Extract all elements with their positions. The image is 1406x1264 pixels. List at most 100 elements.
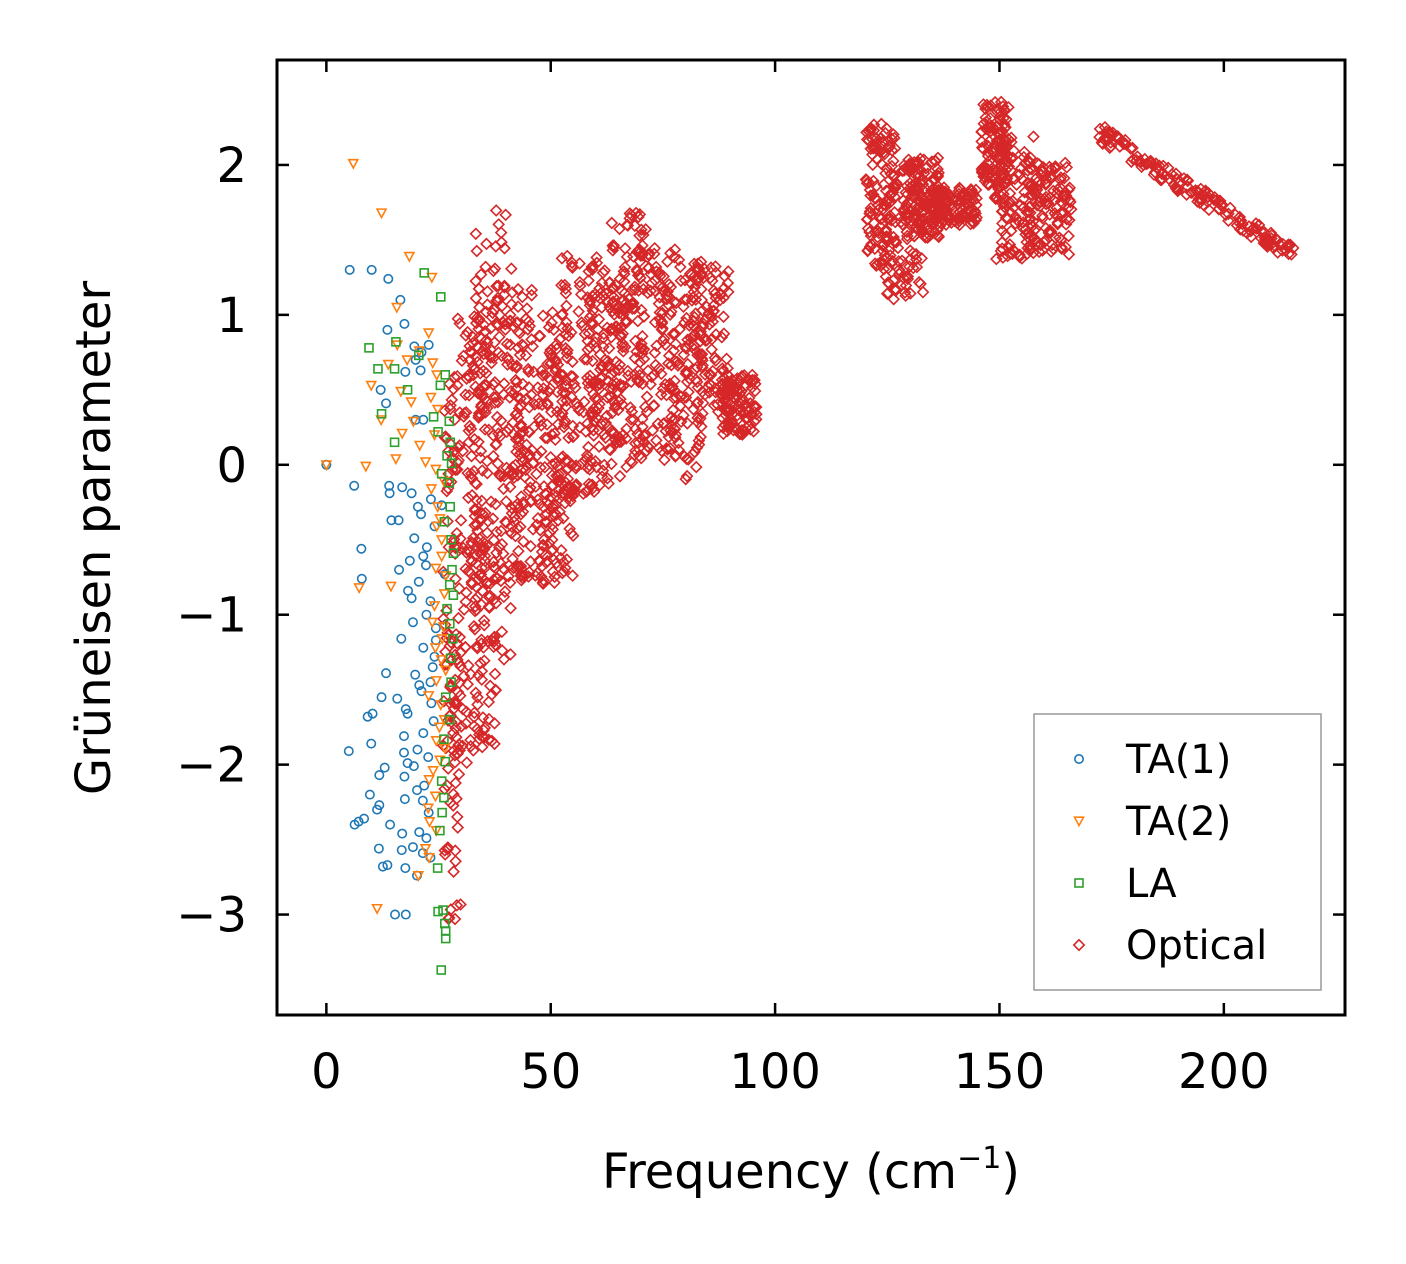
data-point: [951, 212, 965, 226]
data-point: [721, 276, 735, 290]
data-point: [353, 583, 365, 595]
data-point: [454, 532, 467, 546]
data-point: [465, 575, 478, 589]
data-point: [628, 351, 642, 365]
data-point: [401, 355, 413, 367]
data-point: [657, 332, 671, 345]
data-point: [475, 673, 489, 686]
data-point: [423, 752, 434, 763]
data-point: [480, 526, 494, 540]
data-point: [421, 542, 432, 553]
data-point: [476, 730, 490, 744]
data-point: [690, 441, 704, 455]
data-point: [945, 192, 959, 206]
data-point: [661, 285, 674, 298]
data-point: [394, 564, 405, 575]
data-point: [396, 428, 409, 440]
data-point: [1013, 248, 1026, 262]
data-point: [494, 524, 508, 538]
data-point: [1233, 223, 1247, 236]
data-point: [415, 365, 426, 376]
data-point: [1165, 168, 1179, 181]
data-point: [452, 738, 466, 751]
data-point: [556, 321, 569, 334]
data-point: [988, 191, 1002, 205]
y-tick-label: 1: [216, 288, 247, 344]
data-point: [887, 128, 900, 141]
data-point: [1249, 217, 1263, 230]
data-point: [444, 477, 455, 488]
data-point: [545, 518, 559, 532]
data-point: [659, 338, 672, 351]
data-point: [495, 644, 509, 657]
data-point: [511, 316, 524, 329]
data-point: [487, 555, 500, 569]
data-point: [899, 270, 913, 283]
data-point: [469, 557, 483, 570]
data-point: [450, 526, 464, 540]
data-point: [491, 319, 505, 332]
data-point: [453, 676, 466, 690]
data-point: [405, 397, 418, 409]
data-point: [494, 414, 508, 427]
data-point: [382, 860, 393, 871]
data-point: [383, 273, 394, 284]
data-point: [903, 253, 917, 267]
data-point: [694, 430, 708, 444]
data-point: [664, 246, 677, 260]
data-point: [419, 268, 429, 278]
data-point: [488, 262, 502, 275]
data-point: [407, 416, 420, 428]
data-point: [540, 418, 554, 431]
data-point: [1004, 131, 1018, 145]
data-point: [569, 478, 583, 492]
data-point: [680, 469, 694, 483]
data-point: [602, 341, 616, 355]
data-point: [458, 406, 471, 420]
data-point: [400, 366, 411, 377]
plot-frame: [275, 58, 1347, 1017]
data-point: [624, 413, 638, 426]
data-point: [436, 634, 448, 645]
data-point: [864, 201, 878, 215]
data-point: [544, 356, 558, 370]
data-point: [554, 368, 568, 382]
data-point: [537, 533, 551, 547]
data-point: [498, 288, 511, 301]
data-point: [536, 388, 550, 402]
data-point: [476, 388, 489, 401]
data-point: [1009, 217, 1022, 230]
data-point: [919, 161, 933, 175]
data-point: [438, 844, 452, 857]
data-point: [510, 390, 524, 404]
data-point: [931, 229, 945, 243]
data-point: [615, 398, 629, 411]
data-point: [544, 405, 558, 419]
data-point: [708, 351, 722, 365]
data-point: [668, 431, 682, 444]
data-point: [469, 549, 482, 563]
data-point: [535, 545, 549, 559]
data-point: [878, 198, 892, 212]
data-point: [1051, 183, 1065, 196]
data-point: [1197, 199, 1211, 212]
data-point: [476, 584, 489, 598]
data-point: [632, 210, 645, 224]
data-point: [931, 170, 945, 184]
data-point: [995, 224, 1009, 238]
data-point: [1010, 178, 1023, 191]
data-point: [1233, 213, 1247, 227]
data-point: [1021, 164, 1035, 177]
data-point: [534, 445, 548, 458]
data-point: [581, 343, 595, 357]
data-point: [672, 443, 685, 457]
data-point: [620, 315, 634, 329]
data-point: [864, 142, 878, 156]
data-point: [458, 640, 472, 654]
data-point: [714, 388, 728, 402]
data-point: [446, 534, 456, 545]
data-point: [447, 744, 460, 758]
data-point: [612, 430, 626, 444]
data-point: [658, 453, 671, 467]
data-point: [486, 378, 500, 391]
